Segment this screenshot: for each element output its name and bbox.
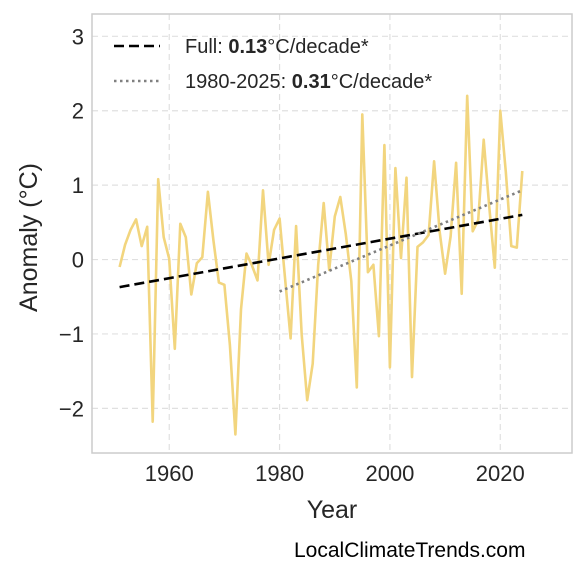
recent-trend-line xyxy=(279,189,523,293)
y-tick-label: 2 xyxy=(72,99,84,124)
x-tick-label: 2020 xyxy=(476,461,525,486)
x-axis-label: Year xyxy=(307,496,358,524)
anomaly-series-line xyxy=(118,94,524,436)
y-tick-label: −1 xyxy=(59,322,84,347)
x-tick-label: 1960 xyxy=(145,461,194,486)
full-trend-line xyxy=(119,213,523,289)
y-tick-label: −2 xyxy=(59,396,84,421)
legend-entry: Full: 0.13°C/decade* xyxy=(185,36,369,58)
y-axis-label: Anomaly (°C) xyxy=(15,163,43,312)
watermark-text: LocalClimateTrends.com xyxy=(294,539,526,562)
y-tick-label: 3 xyxy=(72,24,84,49)
x-tick-label: 1980 xyxy=(255,461,304,486)
plot-frame xyxy=(91,13,573,454)
x-tick-label: 2000 xyxy=(365,461,414,486)
y-tick-label: 1 xyxy=(72,173,84,198)
y-tick-label: 0 xyxy=(72,248,84,273)
legend-entry: 1980-2025: 0.31°C/decade* xyxy=(185,71,432,93)
climate-anomaly-chart: 1960 1980 2000 2020 3 2 1 0 −1 −2 Year Anomaly (°C)… xyxy=(15,13,573,524)
